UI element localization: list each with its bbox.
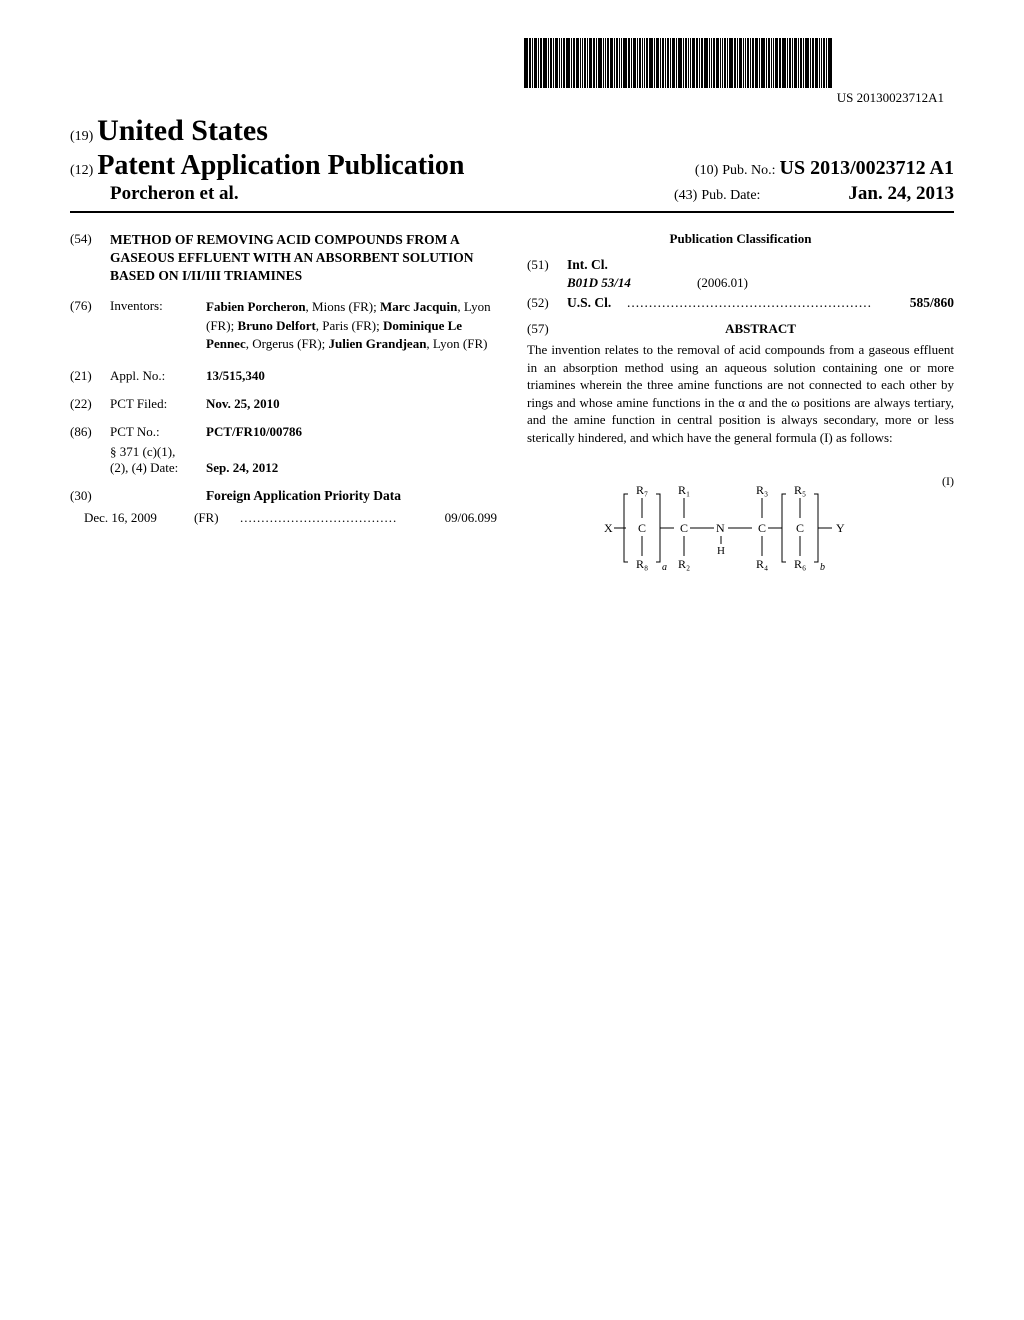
invention-title: METHOD OF REMOVING ACID COMPOUNDS FROM A… [110, 231, 497, 286]
right-column: Publication Classification (51) Int. Cl.… [527, 231, 954, 584]
field-86-sub2: (2), (4) Date: Sep. 24, 2012 [70, 460, 497, 476]
svg-text:R₄: R₄ [756, 557, 768, 571]
field-21-label: Appl. No.: [110, 368, 206, 384]
field-21-num: (21) [70, 368, 110, 384]
authors-line: Porcheron et al. [70, 183, 239, 205]
field-54-num: (54) [70, 231, 110, 286]
field-30: (30) Foreign Application Priority Data [70, 488, 497, 504]
field-21: (21) Appl. No.: 13/515,340 [70, 368, 497, 384]
field-30-num: (30) [70, 488, 110, 504]
section-12: (12) [70, 163, 93, 178]
field-52-num: (52) [527, 295, 567, 311]
barcode-label: US 20130023712A1 [524, 90, 954, 106]
field-76-label: Inventors: [110, 298, 206, 355]
inventor-name: Julien Grandjean [329, 336, 427, 351]
field-51: (51) Int. Cl. [527, 257, 954, 273]
pub-no-label: Pub. No.: [722, 163, 775, 178]
formula-y: Y [836, 521, 845, 535]
field-22-num: (22) [70, 396, 110, 412]
document-header: (19) United States (12) Patent Applicati… [70, 114, 954, 213]
section-43: (43) [674, 188, 697, 203]
pct-filed: Nov. 25, 2010 [206, 396, 497, 412]
formula-svg: X R₇ C R₈ a R₁ C [596, 474, 886, 584]
abstract-heading: ABSTRACT [567, 321, 954, 337]
int-cl-code: B01D 53/14 [567, 275, 697, 291]
inventor-loc: Lyon (FR) [433, 336, 488, 351]
svg-text:C: C [796, 521, 804, 535]
left-column: (54) METHOD OF REMOVING ACID COMPOUNDS F… [70, 231, 497, 584]
abstract-text: The invention relates to the removal of … [527, 341, 954, 446]
field-22: (22) PCT Filed: Nov. 25, 2010 [70, 396, 497, 412]
int-cl-row: B01D 53/14 (2006.01) [527, 275, 954, 291]
us-cl-value: 585/860 [910, 295, 954, 311]
field-52-label: U.S. Cl. [567, 295, 627, 311]
publication-type: Patent Application Publication [97, 150, 464, 181]
field-86-sub2-label: (2), (4) Date: [110, 460, 206, 476]
field-76-num: (76) [70, 298, 110, 355]
field-86-sub: § 371 (c)(1), [70, 444, 497, 460]
field-76: (76) Inventors: Fabien Porcheron, Mions … [70, 298, 497, 355]
foreign-priority-heading: Foreign Application Priority Data [110, 488, 497, 504]
pct-no: PCT/FR10/00786 [206, 424, 497, 440]
priority-country: (FR) [194, 510, 240, 526]
foreign-priority-row: Dec. 16, 2009 (FR) .....................… [70, 510, 497, 526]
svg-text:C: C [758, 521, 766, 535]
priority-dots: ..................................... [240, 510, 445, 526]
section-10: (10) [695, 163, 718, 178]
pub-no-value: US 2013/0023712 A1 [780, 157, 954, 179]
inventor-loc: Mions (FR) [312, 299, 373, 314]
inventors-list: Fabien Porcheron, Mions (FR); Marc Jacqu… [206, 298, 497, 355]
svg-text:R₅: R₅ [794, 483, 806, 497]
section-19: (19) [70, 129, 93, 144]
field-54: (54) METHOD OF REMOVING ACID COMPOUNDS F… [70, 231, 497, 286]
field-51-num: (51) [527, 257, 567, 273]
header-rule [70, 211, 954, 213]
inventor-name: Bruno Delfort [237, 318, 315, 333]
inventor-name: Fabien Porcheron [206, 299, 306, 314]
svg-text:a: a [662, 562, 667, 573]
field-86-label: PCT No.: [110, 424, 206, 440]
barcode-block: US 20130023712A1 [524, 38, 954, 106]
svg-text:b: b [820, 562, 825, 573]
svg-text:R₇: R₇ [636, 483, 648, 497]
svg-text:R₆: R₆ [794, 557, 806, 571]
inventor-name: Marc Jacquin [380, 299, 457, 314]
field-51-label: Int. Cl. [567, 257, 608, 273]
field-86: (86) PCT No.: PCT/FR10/00786 [70, 424, 497, 440]
int-cl-year: (2006.01) [697, 275, 748, 291]
svg-text:C: C [680, 521, 688, 535]
svg-text:R₃: R₃ [756, 483, 768, 497]
formula-x: X [604, 521, 613, 535]
body-columns: (54) METHOD OF REMOVING ACID COMPOUNDS F… [70, 231, 954, 584]
field-52: (52) U.S. Cl. ..........................… [527, 295, 954, 311]
field-57: (57) ABSTRACT [527, 315, 954, 337]
inventor-loc: Paris (FR) [322, 318, 376, 333]
pub-date-label: Pub. Date: [701, 188, 760, 203]
field-86-sub1: § 371 (c)(1), [110, 444, 206, 460]
svg-text:R₈: R₈ [636, 557, 648, 571]
svg-text:N: N [716, 521, 725, 535]
appl-no: 13/515,340 [206, 368, 497, 384]
field-22-label: PCT Filed: [110, 396, 206, 412]
country-name: United States [97, 114, 268, 147]
field-86-sub2-value: Sep. 24, 2012 [206, 460, 497, 476]
priority-date: Dec. 16, 2009 [84, 510, 194, 526]
pub-date-value: Jan. 24, 2013 [848, 183, 954, 204]
priority-appno: 09/06.099 [445, 510, 497, 526]
svg-text:R₁: R₁ [678, 483, 690, 497]
chemical-formula: (I) X R₇ C R₈ a [527, 474, 954, 584]
field-57-num: (57) [527, 321, 567, 337]
svg-text:C: C [638, 521, 646, 535]
svg-text:R₂: R₂ [678, 557, 690, 571]
inventor-loc: Orgerus (FR) [252, 336, 321, 351]
field-86-num: (86) [70, 424, 110, 440]
uscl-dots: ........................................… [627, 295, 910, 311]
formula-label-i: (I) [942, 474, 954, 489]
barcode-graphic [524, 38, 954, 88]
svg-text:H: H [717, 545, 725, 557]
pub-classification-heading: Publication Classification [527, 231, 954, 247]
